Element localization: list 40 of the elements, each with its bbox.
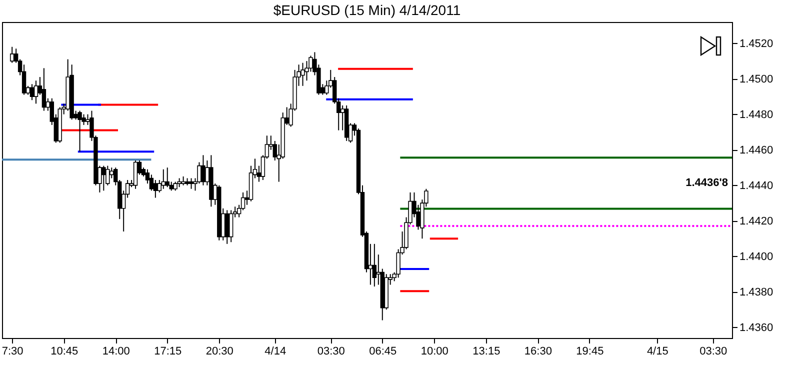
y-tick-label: 1.4440 xyxy=(740,180,774,192)
x-tick-label: 19:45 xyxy=(576,346,604,358)
x-tick-label: 20:30 xyxy=(206,346,234,358)
x-tick-label: 06:45 xyxy=(369,346,397,358)
x-tick-label: 4/15 xyxy=(646,346,668,358)
x-tick-label: 7:30 xyxy=(2,346,24,358)
x-tick-label: 10:00 xyxy=(420,346,448,358)
y-tick-label: 1.4380 xyxy=(740,286,774,298)
x-tick-label: 14:00 xyxy=(102,346,130,358)
y-tick-label: 1.4500 xyxy=(740,73,774,86)
candlestick xyxy=(225,210,230,244)
candlestick xyxy=(133,160,138,190)
y-tick-label: 1.4480 xyxy=(740,108,774,121)
candlestick xyxy=(189,178,194,190)
y-tick-label: 1.4520 xyxy=(740,38,774,50)
candlestick xyxy=(372,243,377,288)
candlestick xyxy=(201,154,206,186)
candlestick xyxy=(102,165,106,192)
chart-title: $EURUSD (15 Min) 4/14/2011 xyxy=(273,2,461,18)
annotation: 1.4436'8 xyxy=(686,177,728,190)
x-tick-label: 17:15 xyxy=(154,346,182,358)
y-tick-label: 1.4400 xyxy=(740,250,774,263)
candlestick xyxy=(42,68,46,112)
x-tick-label: 10:45 xyxy=(50,346,78,358)
x-tick-label: 03:30 xyxy=(317,346,345,358)
x-tick-label: 16:30 xyxy=(524,346,552,358)
candlestick xyxy=(34,80,38,104)
y-tick-label: 1.4360 xyxy=(740,322,774,334)
candlestick xyxy=(228,210,234,243)
x-tick-label: 4/14 xyxy=(264,346,286,358)
y-tick-label: 1.4420 xyxy=(740,215,774,228)
candlestick xyxy=(300,62,305,86)
x-tick-label: 03:30 xyxy=(700,346,728,358)
y-tick-label: 1.4460 xyxy=(740,144,774,156)
candlestick xyxy=(10,46,14,64)
candlestick xyxy=(161,168,166,190)
candlestick xyxy=(165,167,170,188)
candlestick xyxy=(78,110,82,152)
candlestick xyxy=(30,84,34,101)
x-tick-label: 13:15 xyxy=(472,346,500,358)
